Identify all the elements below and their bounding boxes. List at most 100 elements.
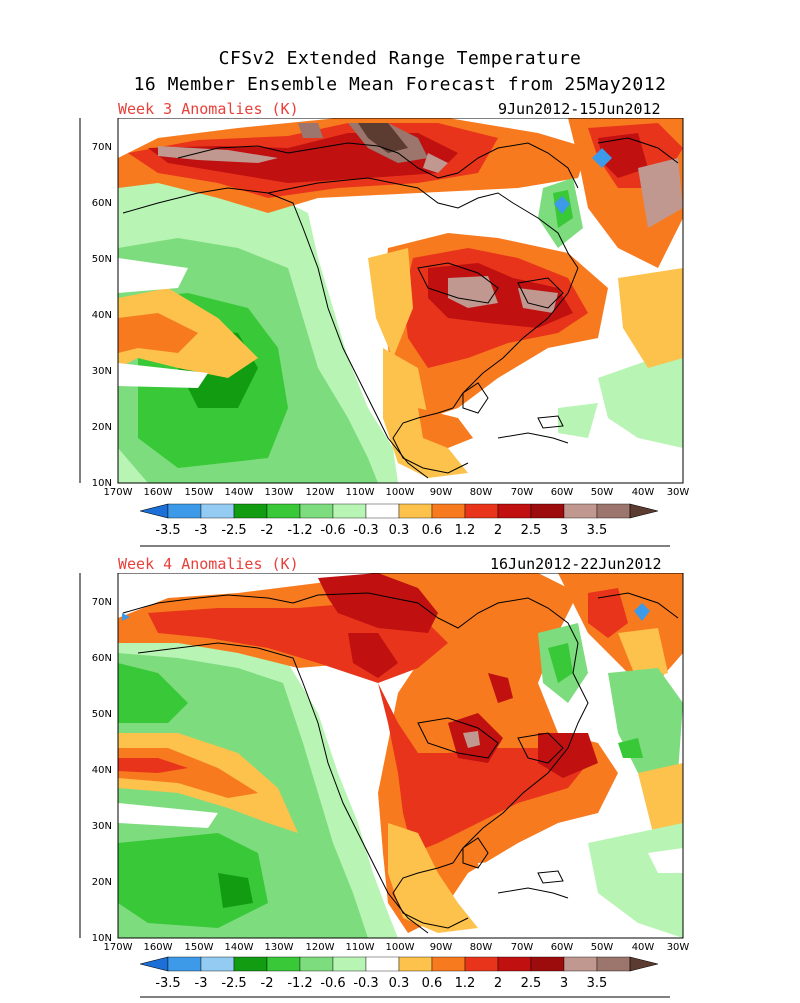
lon-label: 90W (430, 942, 453, 953)
legend-label: -2 (261, 976, 274, 991)
lat-label: 60N (92, 653, 112, 664)
legend-swatch (563, 503, 598, 519)
legend-swatch (464, 503, 499, 519)
legend-label: -0.6 (320, 976, 345, 991)
lon-label: 70W (511, 487, 534, 498)
panel-2-dates: 16Jun2012-22Jun2012 (490, 555, 662, 573)
legend-label: -3 (195, 976, 208, 991)
lon-label: 50W (591, 942, 614, 953)
lon-label: 110W (346, 487, 375, 498)
legend-label: 0.6 (422, 976, 443, 991)
legend-swatch (332, 956, 367, 972)
coastlines-week4 (122, 592, 679, 934)
legend-label: -1.2 (287, 976, 312, 991)
lat-label: 20N (92, 877, 112, 888)
lat-label: 30N (92, 366, 112, 377)
legend-swatch (629, 956, 659, 972)
legend-label: -3.5 (155, 976, 180, 991)
legend-label: 2.5 (521, 976, 542, 991)
lon-label: 130W (265, 487, 294, 498)
legend-swatch (398, 503, 433, 519)
map-svg-week4: 70N 60N 50N 40N 30N 20N 10N 170W 160W 15… (79, 572, 690, 953)
lat-label: 50N (92, 709, 112, 720)
lat-label: 30N (92, 821, 112, 832)
lon-label: 40W (632, 942, 655, 953)
map-panel-week4: 70N 60N 50N 40N 30N 20N 10N 170W 160W 15… (78, 572, 698, 957)
lon-label: 140W (225, 487, 254, 498)
legend-label: 1.2 (455, 976, 476, 991)
legend-svg-week4: -3.5 -3 -2.5 -2 -1.2 -0.6 -0.3 0.3 0.6 1… (139, 956, 670, 998)
lon-label: 30W (667, 942, 690, 953)
lon-label: 100W (386, 942, 415, 953)
lon-label: 80W (470, 942, 493, 953)
legend-swatch (266, 503, 301, 519)
lat-label: 60N (92, 198, 112, 209)
legend-swatch (398, 956, 433, 972)
legend-swatch (332, 503, 367, 519)
legend-swatch (497, 956, 532, 972)
legend-swatch (200, 503, 235, 519)
lon-label: 150W (185, 487, 214, 498)
lon-label: 150W (185, 942, 214, 953)
lon-label: 170W (104, 942, 133, 953)
legend-label: 2.5 (521, 523, 542, 538)
lon-label: 160W (144, 942, 173, 953)
legend-week4: -3.5 -3 -2.5 -2 -1.2 -0.6 -0.3 0.3 0.6 1… (139, 953, 670, 1003)
legend-label: 2 (494, 976, 502, 991)
legend-label: -0.3 (353, 976, 378, 991)
lon-label: 60W (551, 487, 574, 498)
legend-swatch (139, 956, 169, 972)
legend-swatch (167, 956, 202, 972)
legend-swatch (497, 503, 532, 519)
lon-label: 80W (470, 487, 493, 498)
panel-1-label: Week 3 Anomalies (K) (118, 100, 299, 118)
legend-label: 3.5 (587, 523, 608, 538)
legend-label: -2.5 (221, 523, 246, 538)
lat-label: 70N (92, 597, 112, 608)
lon-label: 40W (632, 487, 655, 498)
legend-swatch (431, 503, 466, 519)
legend-swatch (139, 503, 169, 519)
lon-label: 100W (386, 487, 415, 498)
legend-swatch (299, 956, 334, 972)
lat-ticks-week4: 70N 60N 50N 40N 30N 20N 10N (79, 573, 112, 944)
legend-swatch (596, 503, 631, 519)
legend-swatch (431, 956, 466, 972)
legend-swatch (167, 503, 202, 519)
lat-label: 10N (92, 933, 112, 944)
legend-label: 0.6 (422, 523, 443, 538)
legend-label: -3.5 (155, 523, 180, 538)
lon-label: 160W (144, 487, 173, 498)
map-svg-week3: 70N 60N 50N 40N 30N 20N 10N 170W 160W 15… (79, 117, 690, 498)
lat-label: 40N (92, 765, 112, 776)
lon-label: 30W (667, 487, 690, 498)
chart-title: CFSv2 Extended Range Temperature (218, 48, 582, 69)
lat-ticks-week3: 70N 60N 50N 40N 30N 20N 10N (79, 118, 112, 489)
lat-label: 20N (92, 422, 112, 433)
legend-swatch (530, 503, 565, 519)
coastlines-week3 (122, 137, 679, 479)
lon-label: 50W (591, 487, 614, 498)
legend-swatch (299, 503, 334, 519)
legend-label: -3 (195, 523, 208, 538)
lon-label: 120W (306, 942, 335, 953)
legend-label: 3 (560, 523, 568, 538)
anomaly-fill-week4 (118, 573, 683, 938)
lon-label: 60W (551, 942, 574, 953)
legend-swatch (266, 956, 301, 972)
legend-label: 0.3 (389, 523, 410, 538)
lon-label: 130W (265, 942, 294, 953)
legend-swatch (629, 503, 659, 519)
legend-week3: -3.5 -3 -2.5 -2 -1.2 -0.6 -0.3 0.3 0.6 1… (139, 500, 670, 552)
legend-swatch (365, 956, 400, 972)
lat-label: 10N (92, 478, 112, 489)
map-panel-week3: 70N 60N 50N 40N 30N 20N 10N 170W 160W 15… (78, 117, 698, 502)
legend-swatch (563, 956, 598, 972)
legend-label: 2 (494, 523, 502, 538)
lon-label: 120W (306, 487, 335, 498)
legend-label: -0.3 (353, 523, 378, 538)
chart-subtitle: 16 Member Ensemble Mean Forecast from 25… (133, 74, 667, 95)
legend-label: 1.2 (455, 523, 476, 538)
legend-label: -2.5 (221, 976, 246, 991)
legend-svg-week3: -3.5 -3 -2.5 -2 -1.2 -0.6 -0.3 0.3 0.6 1… (139, 503, 670, 547)
